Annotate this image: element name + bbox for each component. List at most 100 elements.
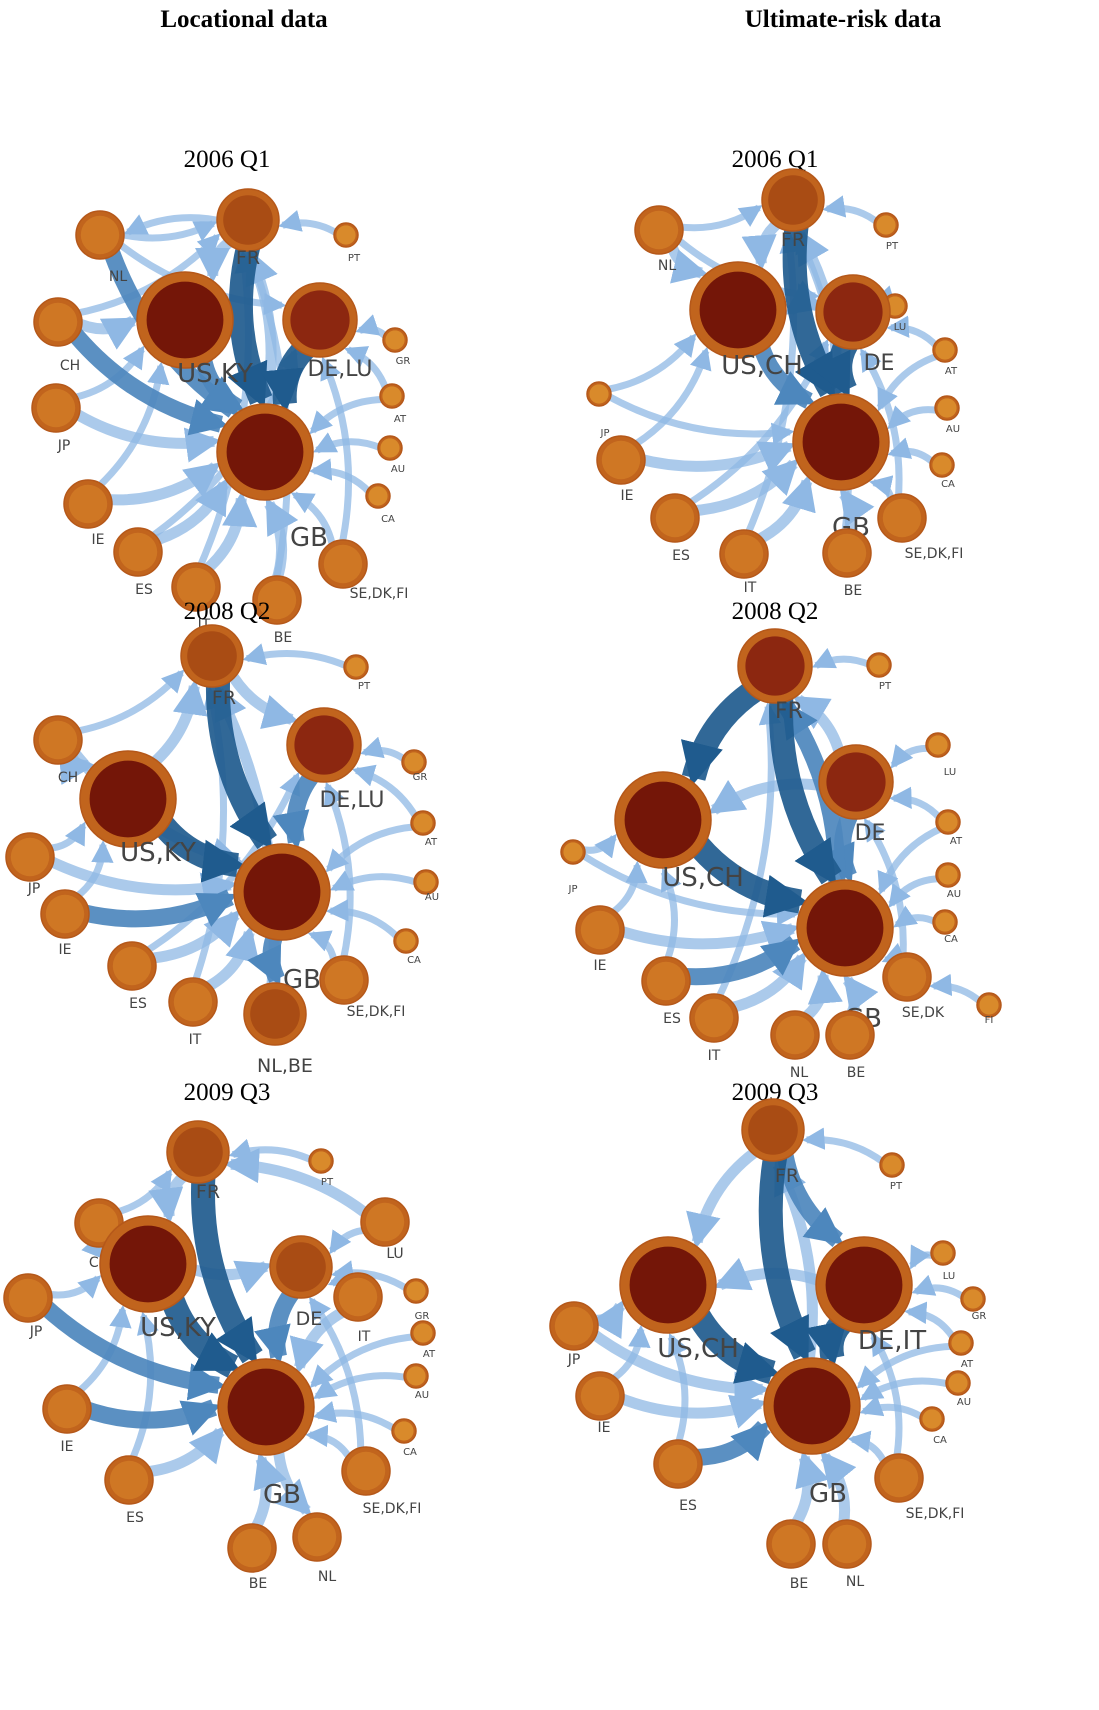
node-core [38, 302, 78, 342]
node-label: DE [296, 1308, 323, 1330]
node-core [869, 655, 889, 675]
node-usky: US,KY [79, 750, 196, 868]
node-core [802, 403, 880, 481]
node-core [346, 657, 366, 677]
edge-jp-to-gb [37, 1298, 227, 1401]
node-label: JP [27, 881, 41, 897]
node-gr: GR [401, 749, 427, 783]
node-core [10, 837, 50, 877]
node-au: AU [413, 869, 439, 903]
node-label: AU [391, 464, 405, 475]
node-label: DE,IT [858, 1326, 926, 1356]
edge-es-to-usch [667, 1332, 689, 1449]
node-label: GR [415, 1311, 430, 1322]
edge-ie-to-gb [80, 1399, 221, 1436]
node-gb: GB [216, 403, 328, 553]
node-core [937, 398, 957, 418]
edge-jp-to-gb [44, 854, 238, 908]
node-label: BE [790, 1576, 808, 1592]
node-label: JP [29, 1324, 43, 1340]
node-lu: LU [360, 1197, 410, 1262]
edge-ie-to-gb [103, 462, 221, 506]
node-au: AU [935, 862, 961, 900]
node-label: DE,LU [307, 357, 372, 382]
node-usch: US,CH [619, 1236, 739, 1364]
node-label: GR [972, 1311, 987, 1322]
edge-it-to-gb [752, 474, 816, 547]
node-core [887, 957, 927, 997]
node-core [882, 1155, 902, 1175]
node-core [963, 1289, 983, 1309]
node-es: ES [104, 1455, 154, 1526]
node-es: ES [650, 493, 700, 564]
node-label: FR [775, 1165, 799, 1187]
edge-sedk-to-de [863, 817, 907, 961]
node-core [554, 1306, 594, 1346]
node-core [112, 946, 152, 986]
edge-sedkfi-to-de [859, 348, 903, 502]
node-label: IE [92, 532, 105, 548]
panel-title: 2006 Q1 [184, 146, 271, 173]
node-core [80, 215, 120, 255]
node-it: IT [719, 529, 769, 596]
edge-ch-to-usky [72, 315, 140, 350]
node-label: US,CH [662, 863, 744, 893]
node-core [589, 384, 609, 404]
node-core [257, 580, 297, 620]
node-label: IE [61, 1439, 74, 1455]
edge-jp-to-usch [605, 333, 697, 394]
edge-pt-to-fr [822, 195, 881, 226]
node-fi: FI [976, 992, 1002, 1026]
edge-ca-to-gb [325, 899, 401, 941]
edge-lu-to-de [890, 744, 931, 769]
node-core [724, 534, 764, 574]
node-label: JP [57, 438, 71, 454]
edge-nl-to-fr [674, 204, 763, 232]
node-nlbe: NL,BE [243, 982, 313, 1077]
node-ca: CA [929, 452, 955, 490]
node-label: IE [59, 942, 72, 958]
node-label: PT [890, 1181, 903, 1192]
node-pt: PT [879, 1152, 905, 1192]
edge-at-to-gb [856, 1342, 954, 1389]
edge-pt-to-fr [811, 647, 873, 669]
edge-ch-to-fr [72, 669, 185, 736]
node-ch: CH [33, 297, 83, 374]
node-label: AT [425, 837, 438, 848]
node-be: BE [227, 1523, 277, 1592]
node-label: PT [321, 1177, 334, 1188]
node-ca: CA [365, 483, 395, 525]
edge-lu-to-fr [223, 1147, 373, 1221]
node-be: BE [825, 1010, 875, 1081]
node-core [243, 853, 321, 931]
node-core [745, 636, 805, 696]
node-label: NL [658, 258, 676, 274]
node-label: ES [126, 1510, 144, 1526]
node-ie: IE [575, 1371, 625, 1436]
node-core [38, 720, 78, 760]
node-core [380, 438, 400, 458]
node-core [624, 781, 702, 859]
node-it: IT [333, 1272, 383, 1345]
node-gr: GR [960, 1286, 987, 1322]
node-core [951, 1333, 971, 1353]
edge-au-to-gb [887, 405, 940, 430]
node-layer: FR PT NL US,KY DE,LU GR CH AT JP AU GB IE CA ES SE,DK,… [31, 188, 410, 646]
edge-ie-to-gb [79, 889, 238, 928]
edge-sedkfi-to-deit [870, 1332, 903, 1463]
edge-es-to-gb [681, 935, 802, 986]
node-core [771, 1524, 811, 1564]
node-core [368, 486, 388, 506]
node-label: FR [212, 687, 236, 709]
node-core [45, 894, 85, 934]
node-label: LU [944, 767, 956, 778]
node-label: US,CH [657, 1334, 739, 1364]
edge-ie-to-gb [636, 441, 796, 474]
edge-au-to-gb [888, 875, 941, 908]
node-core [416, 872, 436, 892]
node-ch: CH [33, 715, 83, 786]
edge-au-to-gb [329, 870, 419, 892]
node-label: CH [60, 358, 80, 374]
node-ie: IE [575, 905, 625, 974]
